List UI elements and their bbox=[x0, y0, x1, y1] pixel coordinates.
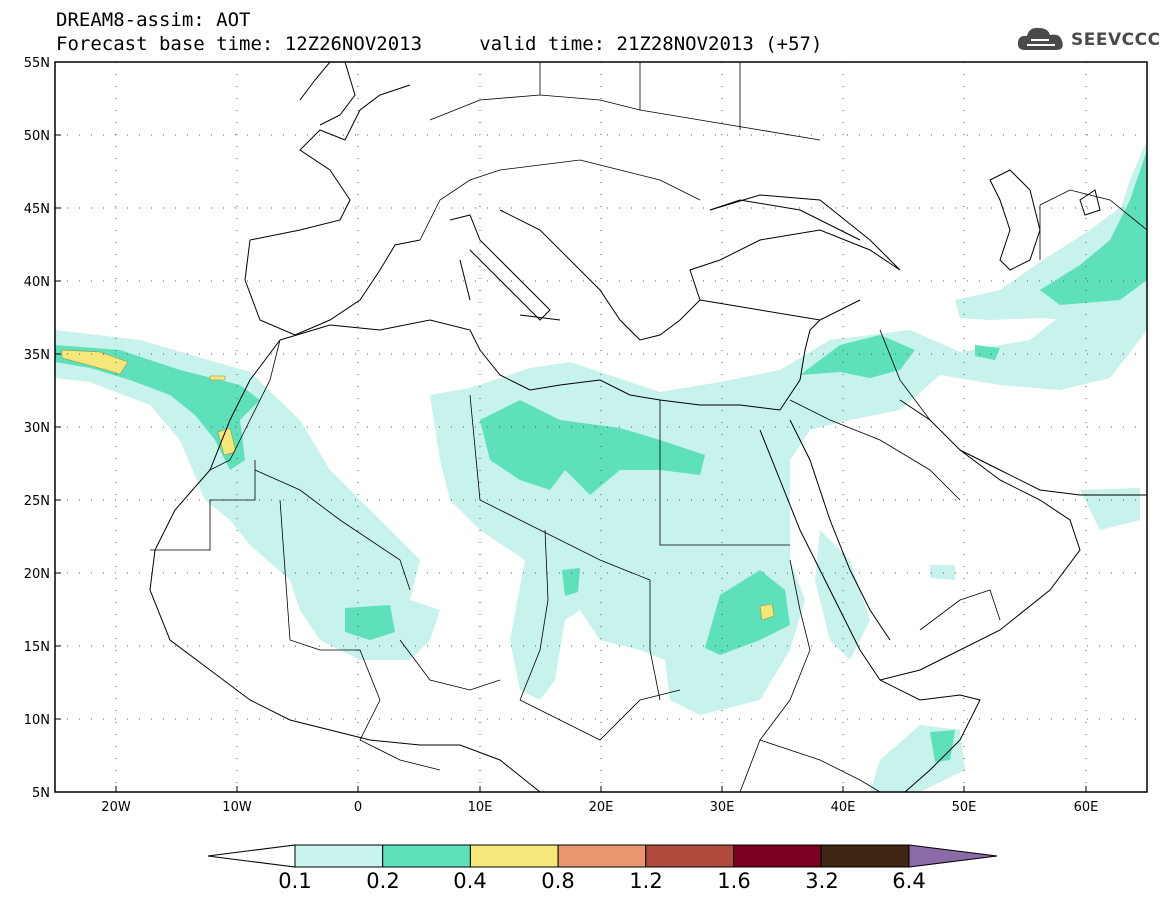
coast-arabia bbox=[879, 399, 1081, 681]
border-saudi bbox=[789, 399, 961, 501]
lon-label: 0 bbox=[354, 800, 362, 815]
coast-italy bbox=[449, 214, 561, 321]
border-sudan-ethiopia bbox=[739, 559, 811, 792]
border-iraq-iran bbox=[879, 329, 931, 421]
cloud-icon bbox=[1017, 27, 1063, 50]
logo-text: SEEVCCC bbox=[1071, 30, 1161, 50]
lat-label: 15N bbox=[24, 640, 50, 655]
colorbar-box bbox=[469, 844, 559, 868]
lon-label: 20E bbox=[589, 800, 614, 815]
colorbar-high-arrow bbox=[908, 844, 998, 868]
colorbar-label: 1.2 bbox=[629, 869, 663, 893]
coast-balkans-greece bbox=[499, 209, 721, 341]
coast-levant bbox=[799, 319, 821, 381]
border-chad-sudan bbox=[649, 580, 661, 701]
border-africa-interior bbox=[359, 649, 681, 771]
lon-label: 20W bbox=[101, 800, 131, 815]
border-europe-interior bbox=[419, 62, 821, 241]
lon-label: 10W bbox=[222, 800, 252, 815]
tick-marks bbox=[55, 61, 1087, 792]
colorbar-box bbox=[820, 844, 910, 868]
lon-labels: 20W 10W 0 10E 20E 30E 40E 50E 60E bbox=[101, 800, 1098, 815]
aot-green-somalia bbox=[930, 730, 955, 762]
lon-label: 50E bbox=[952, 800, 977, 815]
aot-light-arabia bbox=[930, 565, 955, 580]
lon-label: 60E bbox=[1074, 800, 1099, 815]
colorbar-box bbox=[557, 844, 647, 868]
aot-yellow-canary-strip bbox=[209, 375, 226, 381]
colorbar-label: 3.2 bbox=[805, 869, 839, 893]
coast-iberia-france bbox=[244, 84, 421, 336]
lat-label: 50N bbox=[24, 129, 50, 144]
colorbar-label: 0.2 bbox=[366, 869, 400, 893]
aot-green-caspian bbox=[1040, 150, 1147, 305]
border-nigeria bbox=[399, 639, 501, 691]
lat-label: 40N bbox=[24, 275, 50, 290]
lat-label: 20N bbox=[24, 567, 50, 582]
lat-label: 45N bbox=[24, 202, 50, 217]
lat-label: 55N bbox=[24, 56, 50, 71]
borders bbox=[150, 62, 1147, 792]
lon-label: 10E bbox=[468, 800, 493, 815]
colorbar-box bbox=[382, 844, 471, 868]
colorbar-box bbox=[733, 844, 822, 868]
aot-field bbox=[55, 140, 1147, 792]
border-libya bbox=[469, 394, 651, 581]
seevccc-logo: SEEVCCC bbox=[1015, 22, 1160, 58]
coast-west-africa bbox=[149, 339, 541, 792]
border-turkmenistan bbox=[1039, 189, 1147, 231]
coast-north-africa bbox=[279, 319, 801, 411]
lat-label: 25N bbox=[24, 494, 50, 509]
coast-persian-gulf bbox=[959, 449, 1147, 496]
aot-green-chad bbox=[562, 568, 580, 596]
aot-green-iran bbox=[975, 345, 1000, 360]
aot-light-gulf bbox=[1080, 488, 1140, 530]
coast-black-sea bbox=[709, 199, 861, 241]
border-algeria-mali bbox=[254, 469, 411, 591]
colorbar-low-arrow bbox=[207, 844, 296, 868]
lat-label: 30N bbox=[24, 421, 50, 436]
coast-red-sea bbox=[759, 419, 891, 681]
aot-green-sudan bbox=[705, 570, 790, 655]
border-mauritania bbox=[150, 460, 256, 551]
coast-aral bbox=[1079, 189, 1101, 216]
border-niger-chad bbox=[519, 529, 549, 701]
coast-turkey-blacksea bbox=[699, 194, 901, 321]
aot-yellow-atlantic bbox=[61, 349, 129, 375]
forecast-time-subtitle: Forecast base time: 12Z26NOV2013 valid t… bbox=[56, 33, 823, 55]
aot-green-niger bbox=[345, 605, 395, 640]
coast-horn-africa bbox=[879, 679, 981, 792]
lon-label: 40E bbox=[831, 800, 856, 815]
lat-label: 10N bbox=[24, 713, 50, 728]
aot-light-central bbox=[430, 140, 1147, 715]
colorbar-label: 1.6 bbox=[717, 869, 751, 893]
colorbar-label: 0.4 bbox=[453, 869, 487, 893]
border-morocco-algeria bbox=[209, 339, 281, 471]
aot-yellow-sudan bbox=[759, 603, 775, 621]
map-title: DREAM8-assim: AOT bbox=[56, 9, 251, 31]
border-egypt bbox=[659, 400, 790, 546]
border-mali-niger bbox=[279, 499, 360, 651]
colorbar bbox=[207, 844, 998, 868]
border-east-africa bbox=[759, 739, 881, 792]
colorbar-box bbox=[645, 844, 734, 868]
aot-green-libya bbox=[480, 400, 705, 495]
colorbar-label: 0.8 bbox=[541, 869, 575, 893]
lat-label: 5N bbox=[32, 786, 50, 801]
colorbar-label: 6.4 bbox=[892, 869, 926, 893]
colorbar-label: 0.1 bbox=[278, 869, 312, 893]
border-yemen-oman bbox=[919, 589, 1001, 631]
lat-label: 35N bbox=[24, 348, 50, 363]
coastlines bbox=[149, 62, 1147, 792]
lon-label: 30E bbox=[710, 800, 735, 815]
aot-light-redsea bbox=[815, 530, 870, 660]
colorbar-box bbox=[294, 844, 384, 868]
lat-labels: 55N 50N 45N 40N 35N 30N 25N 20N 15N 10N … bbox=[24, 56, 50, 801]
coast-british-isles bbox=[299, 62, 356, 126]
coast-caspian bbox=[989, 169, 1041, 271]
aot-light-atlantic bbox=[55, 330, 440, 660]
